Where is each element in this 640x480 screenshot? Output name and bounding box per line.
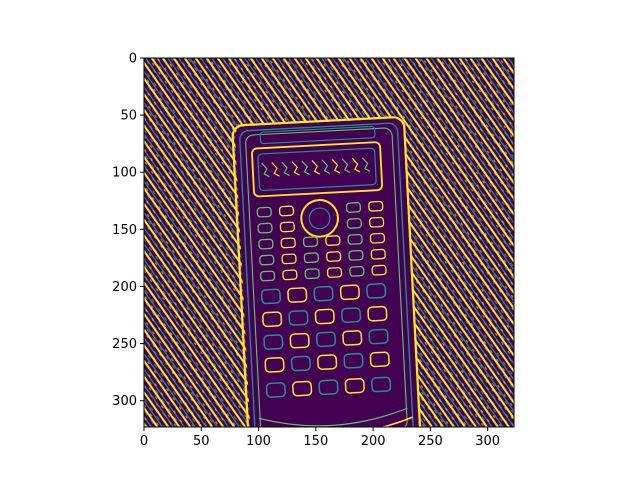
display-glyph — [301, 160, 310, 176]
y-tick-label: 100 — [112, 166, 137, 181]
x-tick-label: 100 — [246, 434, 271, 449]
function-key — [326, 267, 343, 278]
function-key — [279, 221, 295, 233]
function-key — [369, 216, 385, 228]
function-key — [326, 251, 342, 262]
function-key — [302, 236, 319, 248]
function-key — [303, 252, 319, 264]
number-key — [287, 287, 308, 303]
function-key — [280, 237, 296, 249]
number-key — [262, 311, 283, 328]
navigation-pad-outline — [300, 199, 339, 238]
calculator-bezel-outline — [245, 127, 408, 427]
navigation-pad-inner — [308, 207, 331, 230]
y-tick-label: 0 — [129, 52, 137, 67]
number-key — [341, 307, 362, 323]
display-glyph — [331, 158, 341, 174]
function-key — [349, 265, 365, 277]
display-glyph — [361, 157, 371, 172]
function-key — [370, 248, 386, 260]
number-key — [264, 357, 285, 373]
y-tick-label: 150 — [112, 223, 137, 238]
function-key — [368, 200, 384, 212]
display-glyph — [341, 158, 351, 173]
function-key — [369, 232, 386, 244]
function-key — [348, 249, 364, 261]
display-glyph — [271, 162, 280, 177]
number-key — [371, 376, 392, 393]
y-tick-label: 250 — [112, 337, 137, 352]
calculator-outline — [231, 116, 422, 427]
x-tick-label: 0 — [140, 434, 148, 449]
number-key — [369, 351, 390, 368]
number-key — [344, 377, 365, 394]
number-key — [263, 334, 284, 350]
x-axis: 0 50 100 150 200 250 300 — [140, 427, 500, 449]
function-key — [259, 270, 276, 282]
function-key — [345, 202, 362, 213]
number-key — [339, 284, 360, 301]
display-glyph — [351, 157, 361, 173]
display-glyph — [281, 161, 290, 177]
function-key — [258, 238, 274, 250]
number-key — [317, 354, 338, 370]
number-key — [368, 328, 389, 345]
function-key — [347, 233, 363, 245]
calculator-edges — [231, 116, 422, 427]
function-key — [281, 253, 297, 265]
solar-panel-outline — [259, 125, 376, 145]
display-glyph — [291, 161, 300, 176]
function-key — [282, 269, 298, 281]
number-key — [343, 352, 364, 369]
number-key — [318, 379, 339, 396]
calculator-body-fill — [235, 118, 419, 427]
number-key — [367, 305, 388, 322]
function-key — [346, 218, 362, 229]
y-tick-label: 300 — [112, 394, 137, 409]
function-key — [325, 235, 341, 246]
number-key — [314, 308, 335, 325]
number-key — [289, 332, 310, 349]
number-key — [315, 331, 337, 348]
number-key — [260, 288, 281, 305]
y-tick-label: 200 — [112, 280, 137, 295]
y-axis: 0 50 100 150 200 250 300 — [112, 52, 144, 409]
number-key — [366, 283, 387, 299]
function-key — [259, 254, 275, 266]
display-glyph — [261, 162, 270, 178]
calculator-inner-outline — [239, 122, 414, 427]
number-key — [288, 309, 309, 326]
calculator-bottom-edge — [254, 416, 413, 427]
function-key — [257, 222, 273, 234]
function-key — [304, 268, 320, 280]
number-key — [290, 355, 311, 372]
function-key — [256, 206, 272, 218]
function-key — [371, 264, 387, 276]
plot-frame — [143, 57, 515, 428]
y-tick-label: 50 — [120, 109, 137, 124]
calculator-bottom-inner-edge — [258, 407, 408, 427]
heatmap-image — [144, 58, 514, 427]
x-tick-label: 200 — [361, 434, 386, 449]
display-inner-outline — [257, 147, 377, 192]
display-outline — [251, 141, 384, 198]
number-key — [342, 330, 363, 346]
display-glyph — [321, 159, 331, 175]
number-key — [265, 382, 286, 398]
x-tick-label: 250 — [418, 434, 443, 449]
x-tick-label: 150 — [303, 434, 328, 449]
number-key — [292, 380, 313, 397]
number-key — [313, 285, 334, 302]
display-glyph — [311, 160, 320, 175]
x-tick-label: 50 — [193, 434, 210, 449]
function-key — [278, 205, 295, 217]
x-tick-label: 300 — [475, 434, 500, 449]
